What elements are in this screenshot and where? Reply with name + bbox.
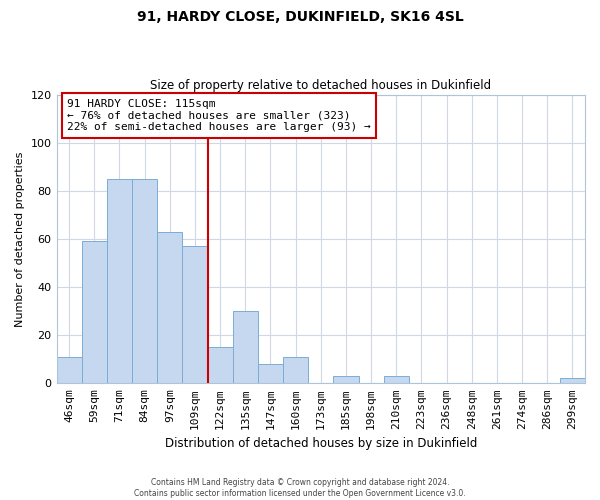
Text: 91 HARDY CLOSE: 115sqm
← 76% of detached houses are smaller (323)
22% of semi-de: 91 HARDY CLOSE: 115sqm ← 76% of detached… — [67, 99, 371, 132]
Bar — [283, 357, 308, 384]
Title: Size of property relative to detached houses in Dukinfield: Size of property relative to detached ho… — [150, 79, 491, 92]
Bar — [157, 232, 182, 384]
Y-axis label: Number of detached properties: Number of detached properties — [15, 151, 25, 326]
Text: Contains HM Land Registry data © Crown copyright and database right 2024.
Contai: Contains HM Land Registry data © Crown c… — [134, 478, 466, 498]
Bar — [107, 179, 132, 384]
Bar — [56, 357, 82, 384]
Bar — [132, 179, 157, 384]
Text: 91, HARDY CLOSE, DUKINFIELD, SK16 4SL: 91, HARDY CLOSE, DUKINFIELD, SK16 4SL — [137, 10, 463, 24]
Bar — [560, 378, 585, 384]
Bar — [182, 246, 208, 384]
Bar — [233, 311, 258, 384]
Bar — [82, 242, 107, 384]
Bar — [258, 364, 283, 384]
Bar — [208, 347, 233, 384]
X-axis label: Distribution of detached houses by size in Dukinfield: Distribution of detached houses by size … — [164, 437, 477, 450]
Bar — [334, 376, 359, 384]
Bar — [383, 376, 409, 384]
